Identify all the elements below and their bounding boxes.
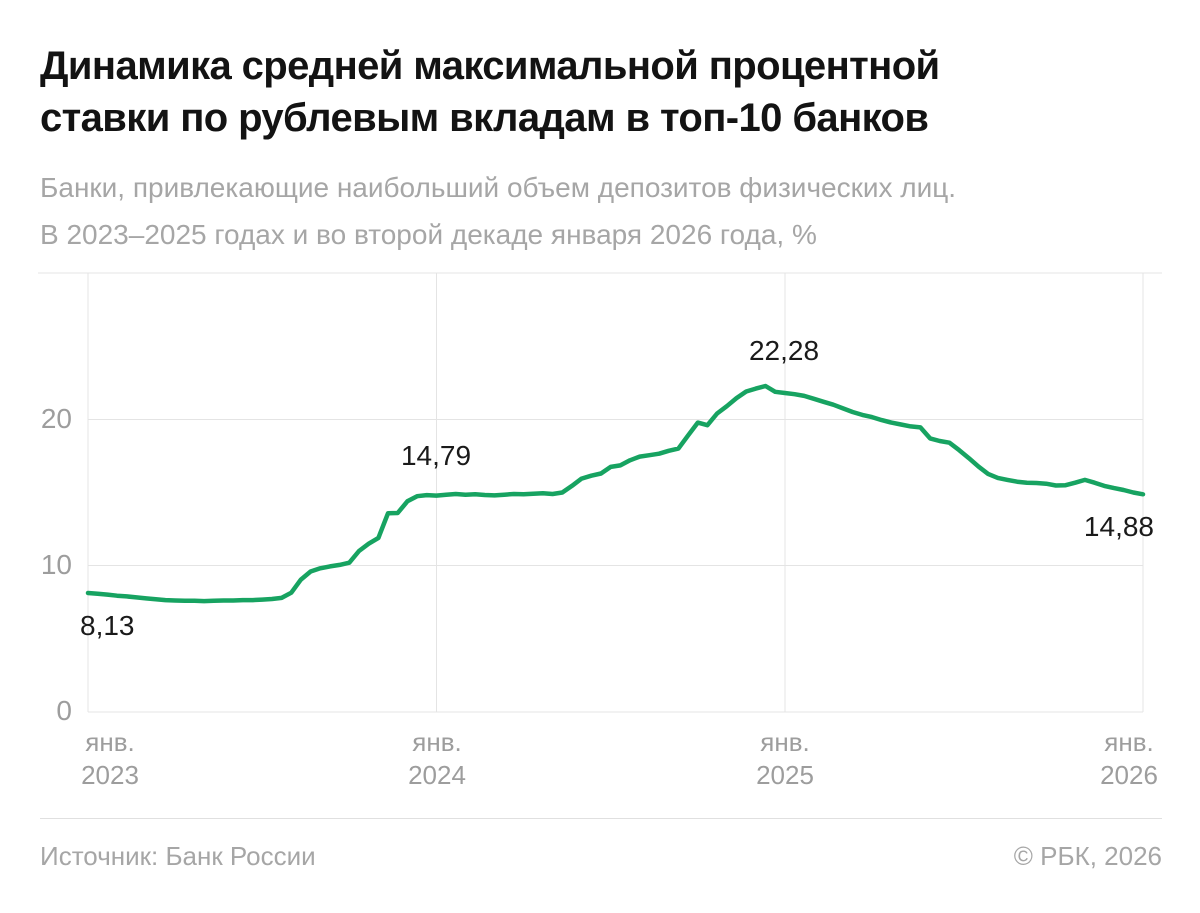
footer-divider bbox=[40, 818, 1162, 819]
x-tick-jan-2026: янв. 2026 bbox=[1100, 726, 1158, 792]
subtitle-line-2: В 2023–2025 годах и во второй декаде янв… bbox=[40, 219, 817, 250]
rate-series-line bbox=[85, 383, 1146, 604]
x-tick-year: 2026 bbox=[1100, 760, 1158, 790]
x-tick-year: 2025 bbox=[756, 760, 814, 790]
x-tick-month: янв. bbox=[1104, 727, 1154, 757]
data-label-start: 8,13 bbox=[80, 610, 135, 641]
page-title: Динамика средней максимальной процентной… bbox=[40, 40, 1170, 144]
data-label-jan-2024: 14,79 bbox=[400, 440, 472, 471]
data-label-end: 14,88 bbox=[1083, 511, 1154, 542]
source-label: Источник: Банк России bbox=[40, 841, 316, 871]
x-tick-month: янв. bbox=[412, 727, 462, 757]
x-tick-jan-2023: янв. 2023 bbox=[81, 726, 139, 792]
x-tick-year: 2023 bbox=[81, 760, 139, 790]
chart-grid bbox=[38, 272, 1162, 713]
x-tick-jan-2024: янв. 2024 bbox=[408, 726, 466, 792]
x-tick-month: янв. bbox=[85, 727, 135, 757]
title-line-1: Динамика средней максимальной процентной bbox=[40, 44, 940, 88]
copyright-label: © РБК, 2026 bbox=[1013, 841, 1162, 871]
y-tick-10: 10 bbox=[40, 549, 72, 580]
y-tick-20: 20 bbox=[40, 403, 72, 434]
chart-subtitle: Банки, привлекающие наибольший объем деп… bbox=[40, 164, 1170, 258]
x-tick-year: 2024 bbox=[408, 760, 466, 790]
subtitle-line-1: Банки, привлекающие наибольший объем деп… bbox=[40, 172, 957, 203]
title-line-2: ставки по рублевым вкладам в топ-10 банк… bbox=[40, 96, 929, 140]
x-tick-month: янв. bbox=[760, 727, 810, 757]
y-tick-0: 0 bbox=[56, 695, 72, 726]
x-tick-jan-2025: янв. 2025 bbox=[756, 726, 814, 792]
data-label-peak: 22,28 bbox=[748, 335, 820, 366]
